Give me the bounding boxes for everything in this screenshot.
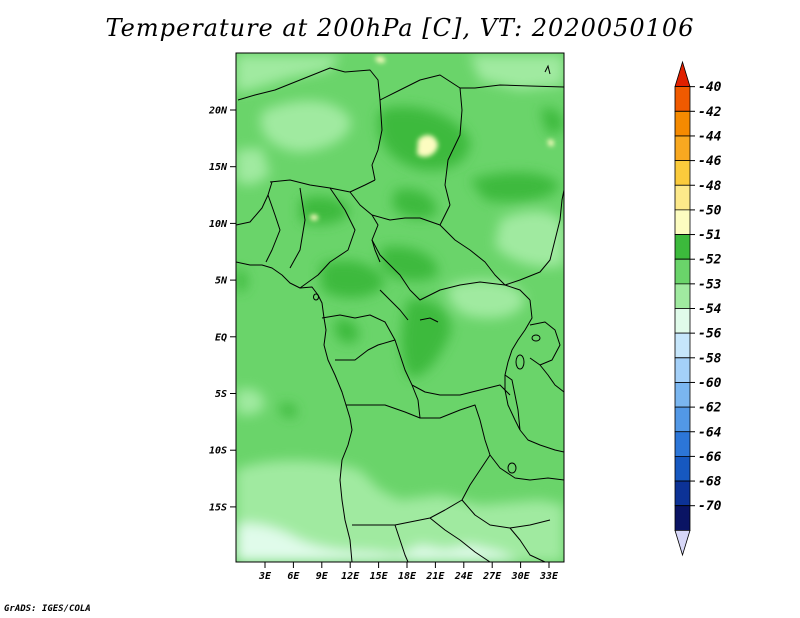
lon-tick-label: 6E bbox=[287, 571, 300, 582]
colorbar-label: -58 bbox=[698, 351, 722, 366]
colorbar-label: -52 bbox=[698, 253, 722, 268]
lon-tick-label: 9E bbox=[316, 571, 329, 582]
lat-tick-label: 5S bbox=[215, 389, 227, 400]
map-frame bbox=[235, 52, 565, 563]
colorbar-segment bbox=[674, 431, 691, 457]
lat-tick-label: 15N bbox=[209, 162, 228, 173]
lon-tick-label: 15E bbox=[370, 571, 389, 582]
colorbar-segment bbox=[674, 60, 691, 88]
colorbar-segment bbox=[674, 406, 691, 433]
lon-tick-label: 27E bbox=[482, 571, 502, 582]
lon-tick-label: 21E bbox=[425, 571, 445, 582]
latitude-axis: 20N 15N 10N 5N EQ 5S 10S 15S bbox=[208, 106, 236, 513]
lakes bbox=[313, 64, 551, 474]
lat-tick-label: 10S bbox=[209, 446, 227, 457]
colorbar-segment bbox=[674, 258, 691, 285]
lon-tick-label: 12E bbox=[341, 571, 360, 582]
colorbar-segment bbox=[674, 110, 691, 137]
colorbar-segment bbox=[674, 529, 691, 557]
lat-tick-label: 20N bbox=[208, 106, 228, 117]
colorbar-label: -62 bbox=[698, 401, 722, 416]
lon-tick-label: 24E bbox=[454, 571, 474, 582]
lon-tick-label: 30E bbox=[511, 571, 531, 582]
lat-tick-label: 15S bbox=[209, 502, 227, 513]
colorbar-label: -48 bbox=[698, 179, 722, 194]
colorbar-segment bbox=[674, 456, 691, 482]
colorbar-segment bbox=[674, 209, 691, 235]
colorbar-segment bbox=[674, 184, 691, 211]
colorbar-segment bbox=[674, 357, 691, 383]
colorbar-label: -60 bbox=[698, 376, 722, 391]
colorbar-segment bbox=[674, 332, 691, 359]
grads-credit: GrADS: IGES/COLA bbox=[4, 604, 91, 614]
colorbar-label: -44 bbox=[698, 129, 722, 144]
colorbar-segment bbox=[674, 480, 691, 507]
colorbar-segment bbox=[674, 135, 691, 161]
colorbar-label: -54 bbox=[698, 302, 722, 317]
colorbar-segment bbox=[674, 505, 691, 531]
colorbar-label: -46 bbox=[698, 154, 722, 169]
lat-tick-label: 5N bbox=[215, 276, 228, 287]
colorbar-label: -66 bbox=[698, 450, 722, 465]
map-title: Temperature at 200hPa [C], VT: 202005010… bbox=[105, 14, 695, 42]
colorbar-label: -40 bbox=[698, 80, 722, 95]
colorbar-segment bbox=[674, 308, 691, 334]
country-borders bbox=[236, 67, 564, 562]
colorbar-segment bbox=[674, 283, 691, 309]
colorbar-segment bbox=[674, 86, 691, 112]
colorbar-segment bbox=[674, 382, 691, 408]
colorbar-label: -64 bbox=[698, 425, 722, 440]
colorbar-label: -42 bbox=[698, 105, 722, 120]
lon-tick-label: 3E bbox=[258, 571, 272, 582]
colorbar-label: -56 bbox=[698, 327, 722, 342]
colorbar-label: -51 bbox=[698, 228, 721, 243]
colorbar-label: -70 bbox=[698, 499, 722, 514]
color-legend: -40 -42 -44 -46 -48 -50 -51 -52 -53 -54 -56 -58 -60 -… bbox=[674, 60, 722, 557]
lat-tick-label: EQ bbox=[215, 332, 227, 343]
colorbar-segment bbox=[674, 160, 691, 186]
lon-tick-label: 18E bbox=[398, 571, 417, 582]
colorbar-segment bbox=[674, 234, 691, 260]
temperature-field bbox=[236, 53, 564, 562]
colorbar-label: -50 bbox=[698, 203, 722, 218]
lat-tick-label: 10N bbox=[209, 219, 228, 230]
colorbar-label: -53 bbox=[698, 277, 722, 292]
lon-tick-label: 33E bbox=[539, 571, 559, 582]
colorbar-label: -68 bbox=[698, 475, 722, 490]
longitude-axis: 3E 6E 9E 12E 15E 18E 21E 24E 27E 30E 33E bbox=[258, 562, 559, 582]
